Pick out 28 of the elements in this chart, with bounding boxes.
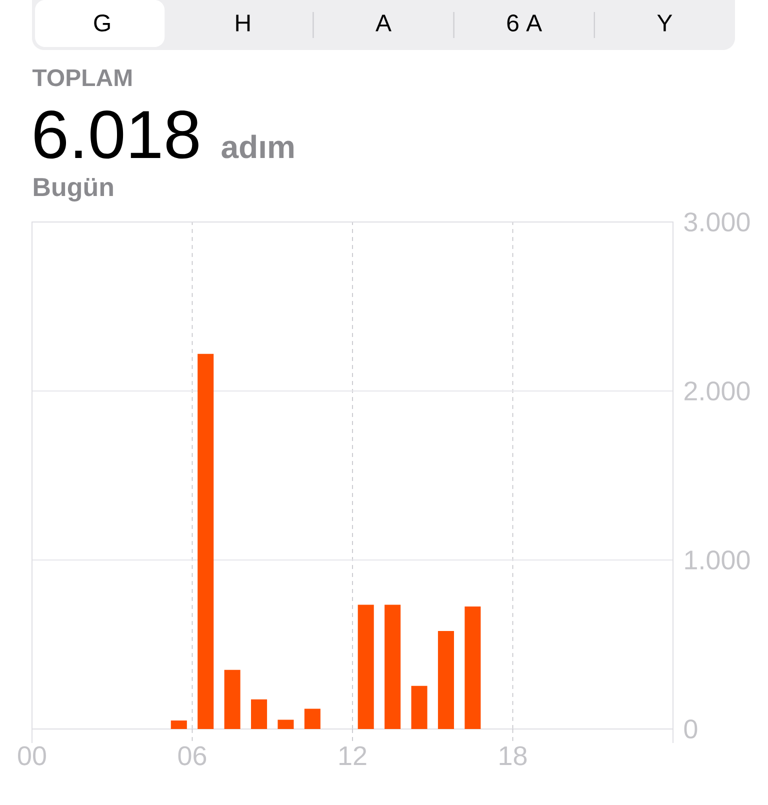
text: 6 A bbox=[507, 14, 542, 32]
bar bbox=[464, 606, 481, 729]
bar bbox=[438, 630, 454, 729]
bar bbox=[251, 699, 268, 729]
x-tick-label: 12 bbox=[340, 746, 366, 766]
bar bbox=[224, 670, 240, 729]
text: A bbox=[376, 14, 392, 32]
chart-title: 6.018 bbox=[34, 110, 198, 159]
y-tick-label: 0 bbox=[684, 719, 698, 739]
y-tick-label: 1.000 bbox=[685, 550, 750, 570]
bar bbox=[198, 354, 214, 729]
x-tick-label: 06 bbox=[178, 746, 206, 766]
x-tick-label: 00 bbox=[18, 746, 46, 766]
y-tick-label: 2.000 bbox=[684, 381, 750, 401]
text: H bbox=[236, 14, 250, 32]
bar bbox=[411, 686, 428, 729]
text: Y bbox=[657, 14, 672, 32]
bar bbox=[384, 604, 401, 729]
text: G bbox=[94, 14, 110, 32]
bar bbox=[170, 720, 187, 729]
bar bbox=[358, 604, 374, 729]
y-tick-label: 3.000 bbox=[684, 212, 750, 232]
text: TOPLAM bbox=[32, 69, 132, 86]
bar bbox=[304, 708, 320, 729]
x-tick-label: 18 bbox=[500, 746, 527, 766]
bar bbox=[278, 720, 294, 729]
text: adım bbox=[222, 134, 294, 158]
chart-subtitle: Bugün bbox=[34, 178, 113, 202]
